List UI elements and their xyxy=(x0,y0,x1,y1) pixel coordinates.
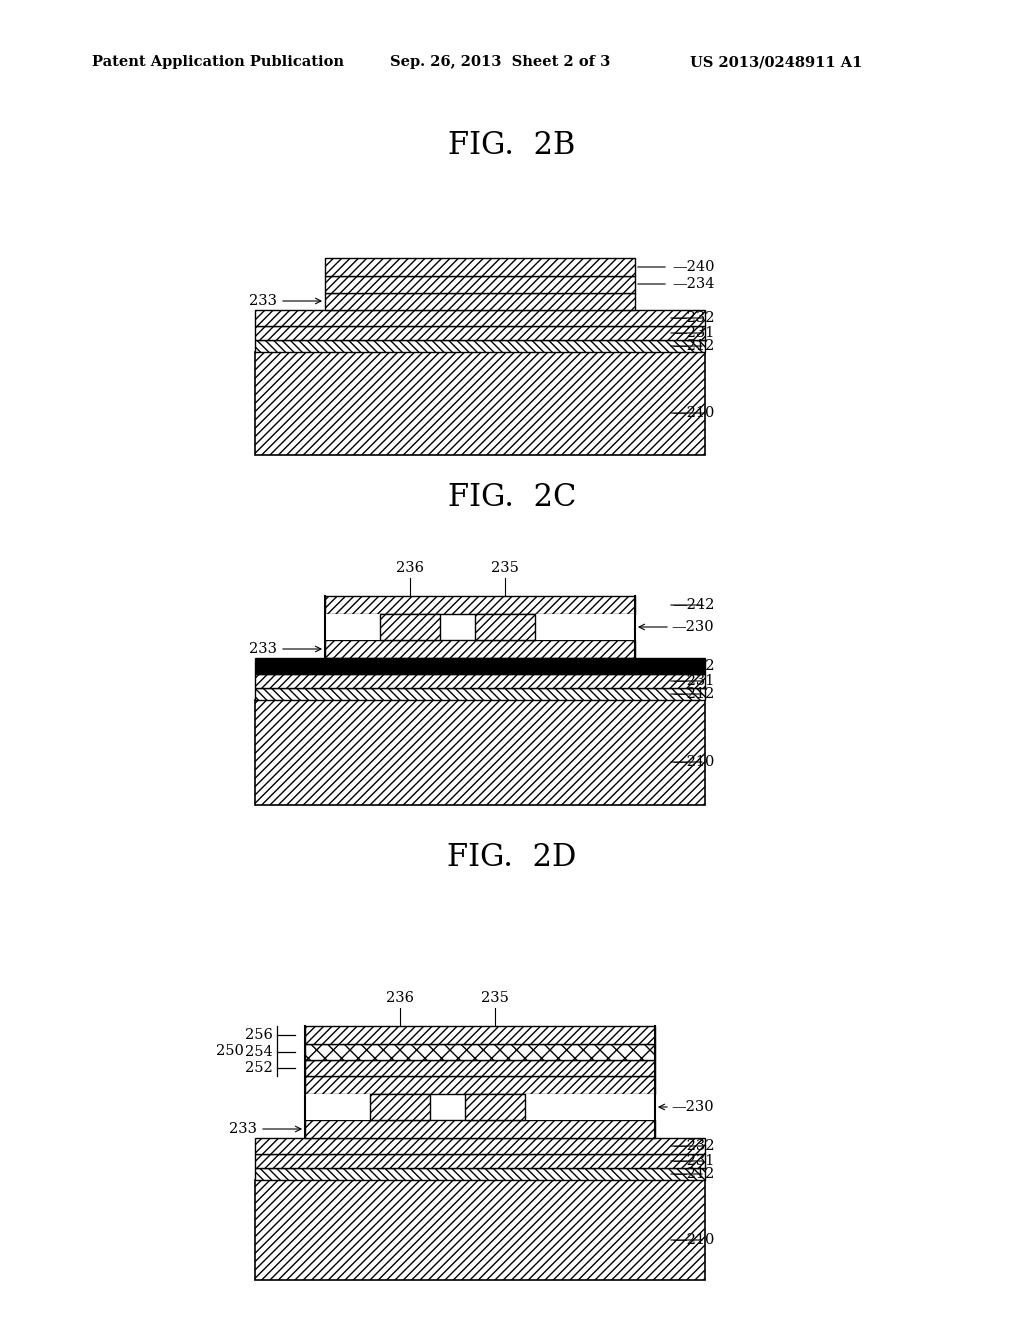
Text: —212: —212 xyxy=(672,339,715,352)
Bar xyxy=(325,293,635,310)
Text: —212: —212 xyxy=(672,686,715,701)
Text: 235: 235 xyxy=(492,561,519,576)
Bar xyxy=(475,614,535,640)
Bar xyxy=(370,1094,430,1119)
Text: FIG.  2C: FIG. 2C xyxy=(447,482,577,512)
Bar xyxy=(325,614,380,640)
Bar xyxy=(255,700,705,805)
Text: —210: —210 xyxy=(672,755,715,770)
Text: —232: —232 xyxy=(672,312,715,325)
Text: —242: —242 xyxy=(672,598,715,612)
Bar xyxy=(305,1119,655,1138)
Text: —231: —231 xyxy=(672,1154,715,1168)
Bar xyxy=(255,352,705,455)
Text: 235: 235 xyxy=(481,991,509,1005)
Text: Sep. 26, 2013  Sheet 2 of 3: Sep. 26, 2013 Sheet 2 of 3 xyxy=(390,55,610,69)
Bar xyxy=(255,688,705,700)
Bar xyxy=(325,276,635,293)
Text: 236: 236 xyxy=(396,561,424,576)
Bar xyxy=(255,326,705,341)
Text: 252: 252 xyxy=(246,1061,273,1074)
Bar xyxy=(305,1060,655,1076)
Bar xyxy=(255,310,705,326)
Bar xyxy=(255,1154,705,1168)
Text: —212: —212 xyxy=(672,1167,715,1181)
Text: 233: 233 xyxy=(229,1122,257,1137)
Text: 233: 233 xyxy=(249,642,278,656)
Text: —230: —230 xyxy=(671,1100,714,1114)
Text: —231: —231 xyxy=(672,326,715,341)
Text: FIG.  2D: FIG. 2D xyxy=(447,842,577,873)
Text: Patent Application Publication: Patent Application Publication xyxy=(92,55,344,69)
Text: 233: 233 xyxy=(249,294,278,308)
Bar xyxy=(255,1168,705,1180)
Text: 254: 254 xyxy=(246,1045,273,1059)
Bar xyxy=(465,1094,525,1119)
Bar xyxy=(325,597,635,614)
Text: —234: —234 xyxy=(672,277,715,290)
Bar xyxy=(325,257,635,276)
Text: —240: —240 xyxy=(672,260,715,275)
Text: —210: —210 xyxy=(672,1233,715,1247)
Bar xyxy=(305,1094,370,1119)
Text: FIG.  2B: FIG. 2B xyxy=(449,129,575,161)
Bar xyxy=(305,1076,655,1094)
Bar xyxy=(535,614,635,640)
Bar xyxy=(380,614,440,640)
Bar xyxy=(255,1138,705,1154)
Bar xyxy=(255,675,705,688)
Bar xyxy=(255,657,705,675)
Bar xyxy=(525,1094,655,1119)
Text: —210: —210 xyxy=(672,407,715,420)
Text: —231: —231 xyxy=(672,675,715,688)
Text: —232: —232 xyxy=(672,1139,715,1152)
Bar xyxy=(305,1044,655,1060)
Text: 236: 236 xyxy=(386,991,414,1005)
Text: —232: —232 xyxy=(672,659,715,673)
Text: US 2013/0248911 A1: US 2013/0248911 A1 xyxy=(690,55,862,69)
Text: 250: 250 xyxy=(216,1044,244,1059)
Bar xyxy=(325,640,635,657)
Bar xyxy=(255,341,705,352)
Text: —230: —230 xyxy=(671,620,714,634)
Bar xyxy=(255,1180,705,1280)
Text: 256: 256 xyxy=(245,1028,273,1041)
Bar xyxy=(305,1026,655,1044)
